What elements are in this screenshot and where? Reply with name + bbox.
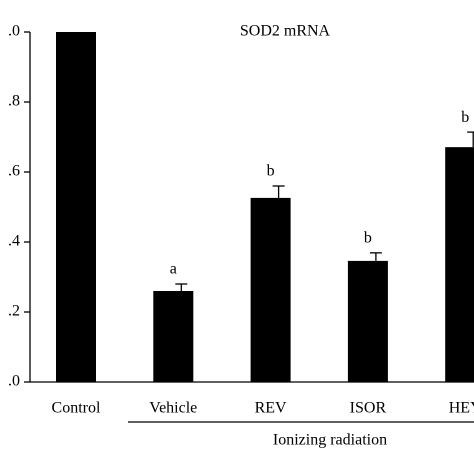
annotation: a	[170, 261, 177, 278]
annotation: b	[364, 230, 372, 247]
chart-title: SOD2 mRNA	[240, 23, 331, 40]
y-tick-label: .0	[8, 23, 20, 40]
annotation: b	[461, 109, 469, 126]
x-tick-label: ISOR	[350, 400, 387, 417]
bar	[445, 147, 474, 382]
x-tick-label: Vehicle	[149, 400, 197, 417]
x-tick-label: REV	[255, 400, 287, 417]
y-tick-label: .2	[8, 303, 20, 320]
annotation: b	[267, 163, 275, 180]
y-tick-label: .0	[8, 373, 20, 390]
y-tick-label: .8	[8, 93, 20, 110]
y-tick-label: .4	[8, 233, 20, 250]
x-tick-label: HEY	[449, 400, 474, 417]
bar	[347, 260, 388, 382]
bar	[250, 197, 291, 382]
bar	[56, 32, 96, 382]
x-tick-label: Control	[52, 400, 101, 417]
y-tick-label: .6	[8, 163, 20, 180]
bar	[153, 291, 194, 382]
group-label: Ionizing radiation	[273, 432, 387, 449]
